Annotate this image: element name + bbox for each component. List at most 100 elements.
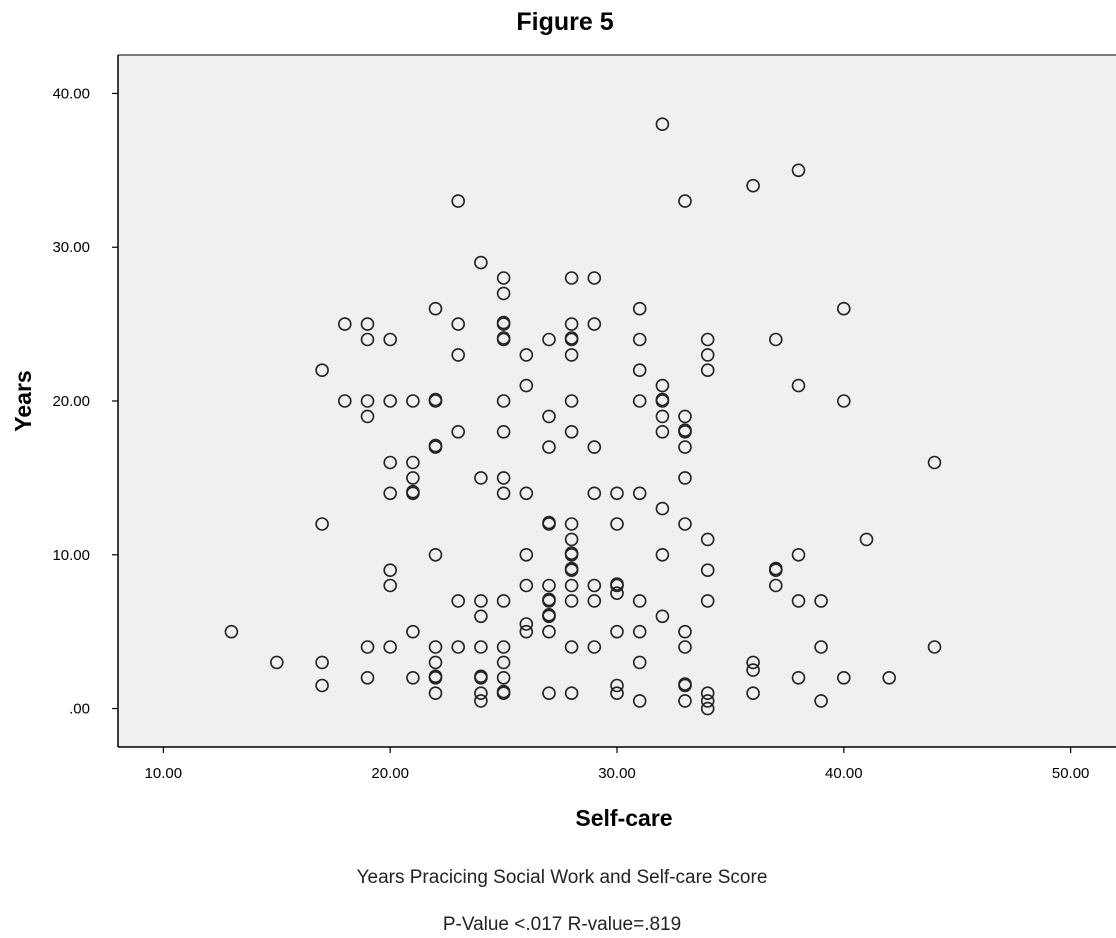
data-point	[542, 592, 556, 607]
data-point	[337, 394, 352, 408]
caption-line-1: Years Pracicing Social Work and Self-car…	[357, 867, 768, 888]
data-point	[406, 471, 420, 485]
data-point	[859, 532, 874, 547]
data-point	[428, 669, 443, 684]
data-point	[700, 363, 715, 378]
data-point	[451, 640, 466, 654]
data-point	[610, 624, 624, 639]
data-point	[542, 440, 556, 454]
data-point	[383, 578, 398, 593]
y-tick-label: .00	[69, 701, 90, 718]
data-point	[791, 670, 806, 685]
data-point	[700, 332, 715, 347]
data-point	[542, 515, 556, 530]
data-point	[927, 640, 942, 654]
data-point	[587, 486, 602, 501]
data-point	[655, 378, 670, 393]
x-tick-label: 10.00	[145, 765, 183, 782]
data-point	[406, 624, 420, 639]
data-point	[496, 640, 511, 654]
data-point	[678, 640, 692, 654]
data-point	[791, 547, 806, 562]
data-point	[474, 609, 488, 624]
data-point	[791, 378, 806, 393]
data-point	[360, 640, 375, 654]
data-point	[655, 117, 670, 131]
data-point	[383, 563, 398, 578]
data-point	[746, 178, 760, 193]
data-point	[610, 678, 624, 693]
data-point	[814, 640, 828, 654]
data-point	[632, 394, 647, 408]
data-point	[655, 409, 670, 424]
data-point	[655, 501, 670, 516]
data-point	[496, 670, 511, 685]
data-point	[383, 640, 398, 654]
data-point	[564, 594, 579, 608]
data-point	[428, 655, 443, 670]
data-point	[519, 348, 534, 362]
y-axis-title: Years	[10, 370, 36, 431]
data-point	[814, 694, 828, 708]
data-point	[927, 455, 942, 470]
data-point	[768, 578, 783, 593]
data-point	[383, 455, 398, 470]
data-point	[519, 624, 534, 639]
data-point	[746, 686, 760, 701]
data-point	[383, 332, 398, 347]
data-point	[542, 332, 556, 347]
data-point	[700, 594, 715, 608]
data-point	[632, 594, 647, 608]
data-point	[542, 686, 556, 701]
data-point	[406, 670, 420, 685]
data-point	[700, 532, 715, 547]
data-point	[836, 670, 851, 685]
data-point	[564, 640, 579, 654]
data-point	[587, 578, 602, 593]
data-point	[269, 655, 284, 670]
data-point	[474, 594, 488, 608]
data-point	[746, 663, 760, 677]
data-point	[496, 394, 511, 408]
data-point	[496, 286, 511, 301]
data-point	[428, 547, 443, 562]
data-point	[655, 424, 670, 439]
data-point	[700, 563, 715, 578]
x-tick-label: 40.00	[825, 765, 863, 782]
data-point	[655, 609, 670, 624]
x-tick-label: 30.00	[598, 765, 636, 782]
y-tick-label: 40.00	[52, 85, 90, 102]
data-point	[587, 640, 602, 654]
data-point	[587, 594, 602, 608]
data-point	[632, 332, 647, 347]
data-point	[519, 547, 534, 562]
data-point	[564, 578, 579, 593]
data-point	[496, 315, 511, 330]
data-point	[474, 669, 488, 684]
data-point	[451, 194, 466, 208]
chart-title: Figure 5	[516, 8, 613, 36]
y-tick-label: 30.00	[52, 239, 90, 256]
axis-ticks: 10.00 20.00 30.00 40.00 50.00 .00 10.00 20.00 30…	[52, 85, 1089, 782]
data-point	[610, 586, 624, 601]
data-point	[474, 686, 488, 701]
data-point	[496, 684, 511, 699]
data-point	[700, 686, 715, 701]
data-point	[610, 486, 624, 501]
data-point	[700, 694, 715, 708]
data-point	[428, 301, 443, 316]
x-tick-label: 20.00	[371, 765, 409, 782]
data-point	[451, 594, 466, 608]
data-point	[564, 532, 579, 547]
data-point	[474, 640, 488, 654]
data-point	[564, 561, 579, 576]
data-point	[678, 517, 692, 531]
data-point	[542, 578, 556, 593]
data-point	[836, 394, 851, 408]
data-point	[564, 331, 579, 345]
data-point	[632, 624, 647, 639]
data-point	[496, 424, 511, 439]
data-point	[632, 694, 647, 708]
data-point	[836, 301, 851, 316]
